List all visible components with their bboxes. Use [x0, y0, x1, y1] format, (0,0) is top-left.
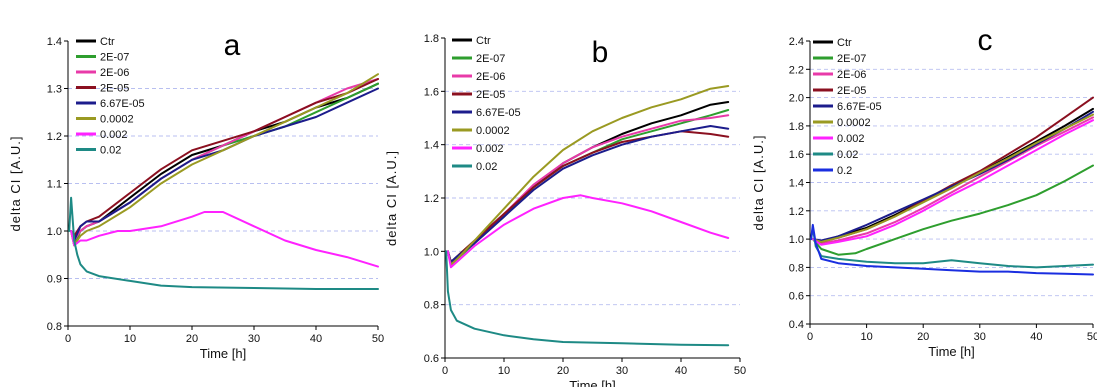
y-tick-label: 1.3 — [47, 84, 62, 96]
legend-label: 0.2 — [837, 165, 852, 177]
series-line-6.67E-05 — [811, 110, 1094, 242]
y-tick-label: 1.0 — [789, 234, 804, 246]
legend-label: 6.67E-05 — [837, 101, 882, 113]
legend-label: 2E-06 — [100, 67, 129, 79]
series-line-2E-06 — [446, 114, 730, 266]
legend-label: 0.0002 — [837, 117, 871, 129]
legend-label: 2E-05 — [100, 83, 129, 95]
series-line-0.0002 — [811, 113, 1094, 243]
y-tick-label: 0.8 — [789, 262, 804, 274]
x-axis-label: Time [h] — [569, 378, 615, 387]
legend-label: Ctr — [837, 37, 852, 49]
panel-letter: b — [592, 36, 609, 69]
series-line-0.02 — [68, 196, 379, 290]
x-tick-label: 40 — [675, 365, 687, 377]
x-tick-label: 30 — [974, 331, 986, 343]
legend-label: 0.002 — [100, 129, 128, 141]
legend-label: 2E-07 — [837, 53, 866, 65]
legend-label: 2E-07 — [476, 53, 505, 65]
series-line-0.002 — [446, 194, 730, 269]
y-tick-label: 0.4 — [789, 319, 804, 331]
legend-label: 0.0002 — [100, 114, 134, 126]
y-tick-label: 0.6 — [789, 291, 804, 303]
x-tick-label: 20 — [917, 331, 929, 343]
x-tick-label: 20 — [557, 365, 569, 377]
x-tick-label: 30 — [616, 365, 628, 377]
y-tick-label: 1.4 — [789, 178, 804, 190]
x-tick-label: 0 — [65, 333, 71, 345]
y-tick-label: 0.8 — [424, 300, 439, 312]
legend-label: 0.002 — [476, 143, 504, 155]
y-tick-label: 2.0 — [789, 93, 804, 105]
series-line-6.67E-05 — [446, 125, 730, 263]
legend-label: 0.0002 — [476, 125, 510, 137]
y-tick-label: 0.8 — [47, 321, 62, 333]
y-tick-label: 0.9 — [47, 274, 62, 286]
x-tick-label: 50 — [734, 365, 746, 377]
x-tick-label: 40 — [310, 333, 322, 345]
series-line-0.002 — [811, 119, 1094, 246]
series-line-0.02 — [445, 250, 730, 347]
legend-label: Ctr — [476, 35, 491, 47]
y-tick-label: 0.6 — [424, 353, 439, 365]
legend-label: 6.67E-05 — [476, 107, 521, 119]
x-tick-label: 40 — [1030, 331, 1042, 343]
chart-panel-b: 0.6 0.8 1.0 1.2 1.4 1.6 1.8 0 10 20 30 40 50 Time [h]… — [384, 33, 746, 387]
chart-panel-a: 0.8 0.9 1.0 1.1 1.2 1.3 1.4 0 10 20 30 40 50 Time [h]… — [8, 29, 384, 361]
legend-label: 2E-06 — [837, 69, 866, 81]
legend-label: 0.02 — [837, 149, 858, 161]
y-tick-label: 1.0 — [424, 246, 439, 258]
panel-letter: a — [224, 29, 241, 62]
x-tick-label: 30 — [248, 333, 260, 345]
y-tick-label: 2.4 — [789, 36, 804, 48]
x-tick-label: 10 — [498, 365, 510, 377]
y-tick-label: 1.8 — [789, 121, 804, 133]
series-line-0.0002 — [70, 73, 379, 247]
x-tick-label: 10 — [860, 331, 872, 343]
series-line-2E-07 — [811, 164, 1094, 256]
series-line-0.002 — [70, 211, 379, 268]
legend-label: 6.67E-05 — [100, 98, 145, 110]
y-tick-label: 2.2 — [789, 64, 804, 76]
legend-label: 2E-06 — [476, 71, 505, 83]
y-axis-label: delta CI [A.U.] — [751, 135, 766, 231]
chart-panel-c: 0.4 0.6 0.8 1.0 1.2 1.4 1.6 1.8 2.0 2.2 2.4 0 10 20 30… — [751, 24, 1097, 359]
y-tick-label: 1.2 — [424, 193, 439, 205]
x-tick-label: 50 — [372, 333, 384, 345]
x-tick-label: 0 — [807, 331, 813, 343]
series-line-0.2 — [810, 223, 1094, 276]
y-tick-label: 1.4 — [47, 36, 62, 48]
x-tick-label: 10 — [124, 333, 136, 345]
x-tick-label: 50 — [1087, 331, 1097, 343]
x-axis-label: Time [h] — [200, 346, 246, 361]
x-tick-label: 0 — [442, 365, 448, 377]
x-tick-label: 20 — [186, 333, 198, 345]
legend-label: 0.02 — [100, 145, 121, 157]
legend-label: 2E-07 — [100, 52, 129, 64]
y-tick-label: 1.6 — [424, 86, 439, 98]
y-tick-label: 1.2 — [47, 131, 62, 143]
legend-label: 0.002 — [837, 133, 865, 145]
y-axis-label: delta CI [A.U.] — [8, 136, 23, 232]
y-tick-label: 1.6 — [789, 149, 804, 161]
series-line-0.0002 — [446, 85, 730, 266]
panel-letter: c — [978, 24, 993, 57]
legend-label: 2E-05 — [837, 85, 866, 97]
y-tick-label: 1.1 — [47, 179, 62, 191]
y-tick-label: 1.8 — [424, 33, 439, 45]
y-tick-label: 1.4 — [424, 140, 439, 152]
series-line-6.67E-05 — [70, 87, 379, 242]
y-axis-label: delta CI [A.U.] — [384, 150, 399, 246]
y-tick-label: 1.2 — [789, 206, 804, 218]
legend-label: 0.02 — [476, 161, 497, 173]
legend-label: Ctr — [100, 36, 115, 48]
y-tick-label: 1.0 — [47, 226, 62, 238]
series-line-2E-06 — [811, 116, 1094, 245]
x-axis-label: Time [h] — [928, 344, 974, 359]
legend-label: 2E-05 — [476, 89, 505, 101]
